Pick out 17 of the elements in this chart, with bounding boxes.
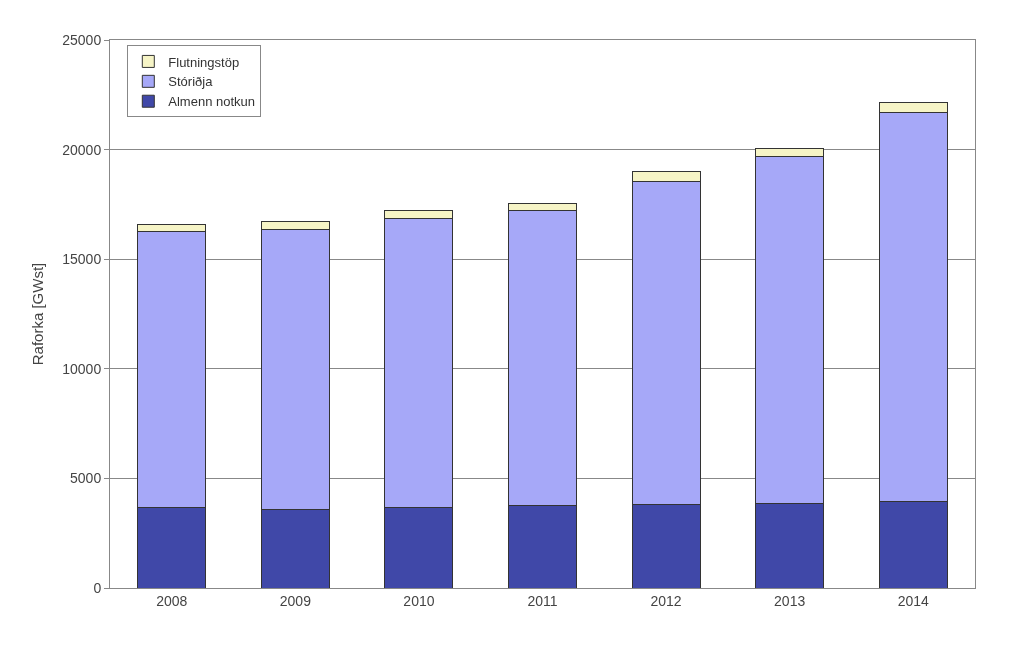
y-tick-label: 20000	[62, 141, 102, 158]
legend-label: Almenn notkun	[168, 94, 256, 110]
x-tick-label: 2010	[403, 592, 435, 609]
y-tick-label: 25000	[62, 31, 102, 48]
x-tick-label: 2009	[279, 592, 312, 609]
x-tick-label: 2008	[156, 592, 188, 609]
y-tick-label: 0	[93, 579, 102, 596]
y-tick-label: 5000	[70, 470, 102, 487]
y-axis-title: Raforka [GWst]	[28, 262, 46, 366]
x-tick-label: 2013	[774, 592, 806, 609]
legend-label: Flutningstöp	[168, 54, 240, 70]
x-tick-label: 2012	[650, 592, 682, 609]
x-tick-label: 2011	[527, 592, 558, 609]
y-tick-label: 15000	[62, 251, 102, 268]
y-tick-label: 10000	[62, 360, 102, 377]
legend-label: Stóriðja	[168, 74, 214, 90]
x-tick-label: 2014	[897, 592, 929, 609]
